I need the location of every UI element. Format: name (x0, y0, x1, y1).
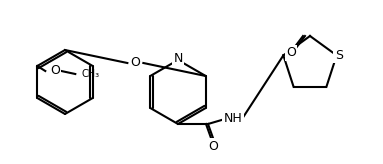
Text: N: N (173, 52, 183, 65)
Text: NH: NH (224, 113, 242, 125)
Text: O: O (50, 64, 60, 78)
Text: O: O (208, 140, 218, 153)
Text: CH₃: CH₃ (81, 69, 100, 79)
Text: O: O (286, 47, 296, 60)
Text: O: O (131, 57, 140, 70)
Text: S: S (335, 49, 343, 62)
